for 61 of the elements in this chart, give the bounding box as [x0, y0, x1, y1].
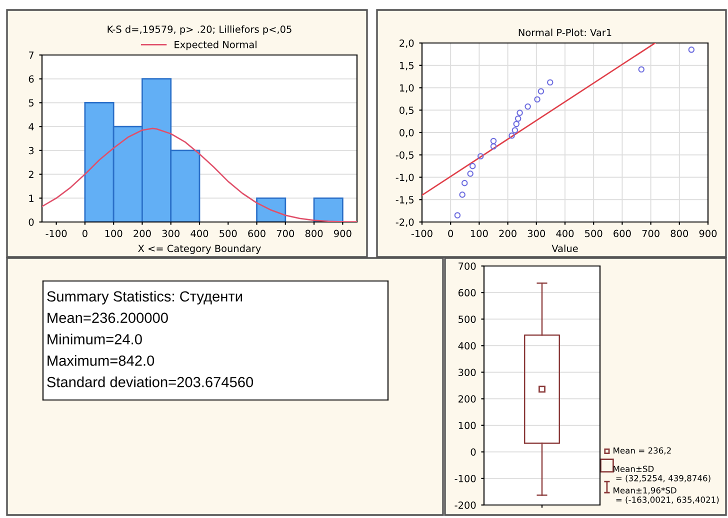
- y-tick-label: 3: [28, 146, 34, 154]
- text: Standard deviation=203.674560: [47, 376, 254, 388]
- y-tick-label: 300: [458, 368, 476, 376]
- x-tick-label: 100: [470, 230, 488, 238]
- text: Maximum=842.0: [48, 355, 154, 366]
- y-tick-label: 100: [458, 422, 476, 430]
- y-tick-label: 6: [28, 75, 34, 83]
- legend-label: Expected Normal: [174, 40, 256, 50]
- x-tick-label: 500: [585, 230, 602, 238]
- y-tick-label: 700: [458, 262, 476, 270]
- x-tick-label: -100: [411, 230, 432, 238]
- x-tick-label: 100: [105, 230, 122, 238]
- x-tick-label: 700: [276, 230, 294, 238]
- x-tick-label: 600: [248, 230, 266, 238]
- y-tick-label: 1,5: [400, 62, 414, 70]
- text: Minimum=24.0: [48, 334, 142, 344]
- x-tick-label: -100: [46, 230, 67, 238]
- x-tick-label: 400: [556, 230, 574, 238]
- x-tick-label: 0: [448, 230, 454, 238]
- y-tick-label: 7: [28, 52, 34, 59]
- y-tick-label: 600: [458, 289, 476, 296]
- x-tick-label: 400: [190, 230, 208, 238]
- chart-title: Normal P-Plot: Var1: [518, 28, 612, 36]
- y-tick-label: 400: [458, 342, 476, 350]
- y-tick-label: -1,5: [396, 196, 414, 204]
- y-tick-label: -200: [454, 501, 476, 509]
- x-axis-title: X <= Category Boundary: [138, 244, 261, 254]
- x-tick-label: 800: [305, 230, 323, 238]
- x-tick-label: 300: [162, 230, 180, 238]
- y-tick-label: 1,0: [400, 84, 414, 93]
- x-tick-label: 900: [699, 230, 717, 238]
- x-tick-label: 800: [670, 230, 688, 238]
- y-tick-label: 4: [28, 123, 34, 130]
- y-tick-label: 500: [458, 316, 476, 323]
- y-tick-label: 0: [28, 218, 34, 226]
- x-tick-label: 200: [134, 230, 151, 238]
- text: Mean = 236,2: [614, 447, 671, 454]
- x-tick-label: 900: [334, 230, 352, 238]
- y-tick-label: 0,0: [400, 128, 414, 138]
- x-tick-label: 300: [528, 230, 546, 238]
- x-tick-label: 500: [220, 230, 237, 238]
- y-tick-label: 0: [470, 448, 476, 456]
- y-tick-label: 2,0: [400, 39, 414, 48]
- x-tick-label: 600: [614, 230, 631, 238]
- y-tick-label: 200: [458, 395, 476, 403]
- y-tick-label: 5: [28, 99, 34, 107]
- y-tick-label: 2: [28, 170, 34, 178]
- y-tick-label: 1: [29, 194, 34, 202]
- x-tick-label: 0: [82, 230, 88, 238]
- y-tick-label: -0,5: [396, 151, 414, 160]
- y-tick-label: -1,0: [396, 174, 414, 182]
- y-tick-label: 0,5: [400, 106, 414, 115]
- y-tick-label: -2,0: [396, 218, 414, 227]
- text: Mean±1,96*SD = (-163,0021, 635,4021): [614, 487, 719, 504]
- text: Mean=236.200000: [48, 312, 168, 323]
- x-tick-label: 200: [499, 230, 516, 238]
- x-tick-label: 700: [642, 230, 660, 238]
- x-axis-title: Value: [552, 244, 578, 252]
- chart-title: K-S d=,19579, p> .20; Lilliefors p<,05: [108, 25, 292, 35]
- y-tick-label: -100: [454, 474, 476, 482]
- text: Summary Statistics: Студенти: [47, 290, 242, 304]
